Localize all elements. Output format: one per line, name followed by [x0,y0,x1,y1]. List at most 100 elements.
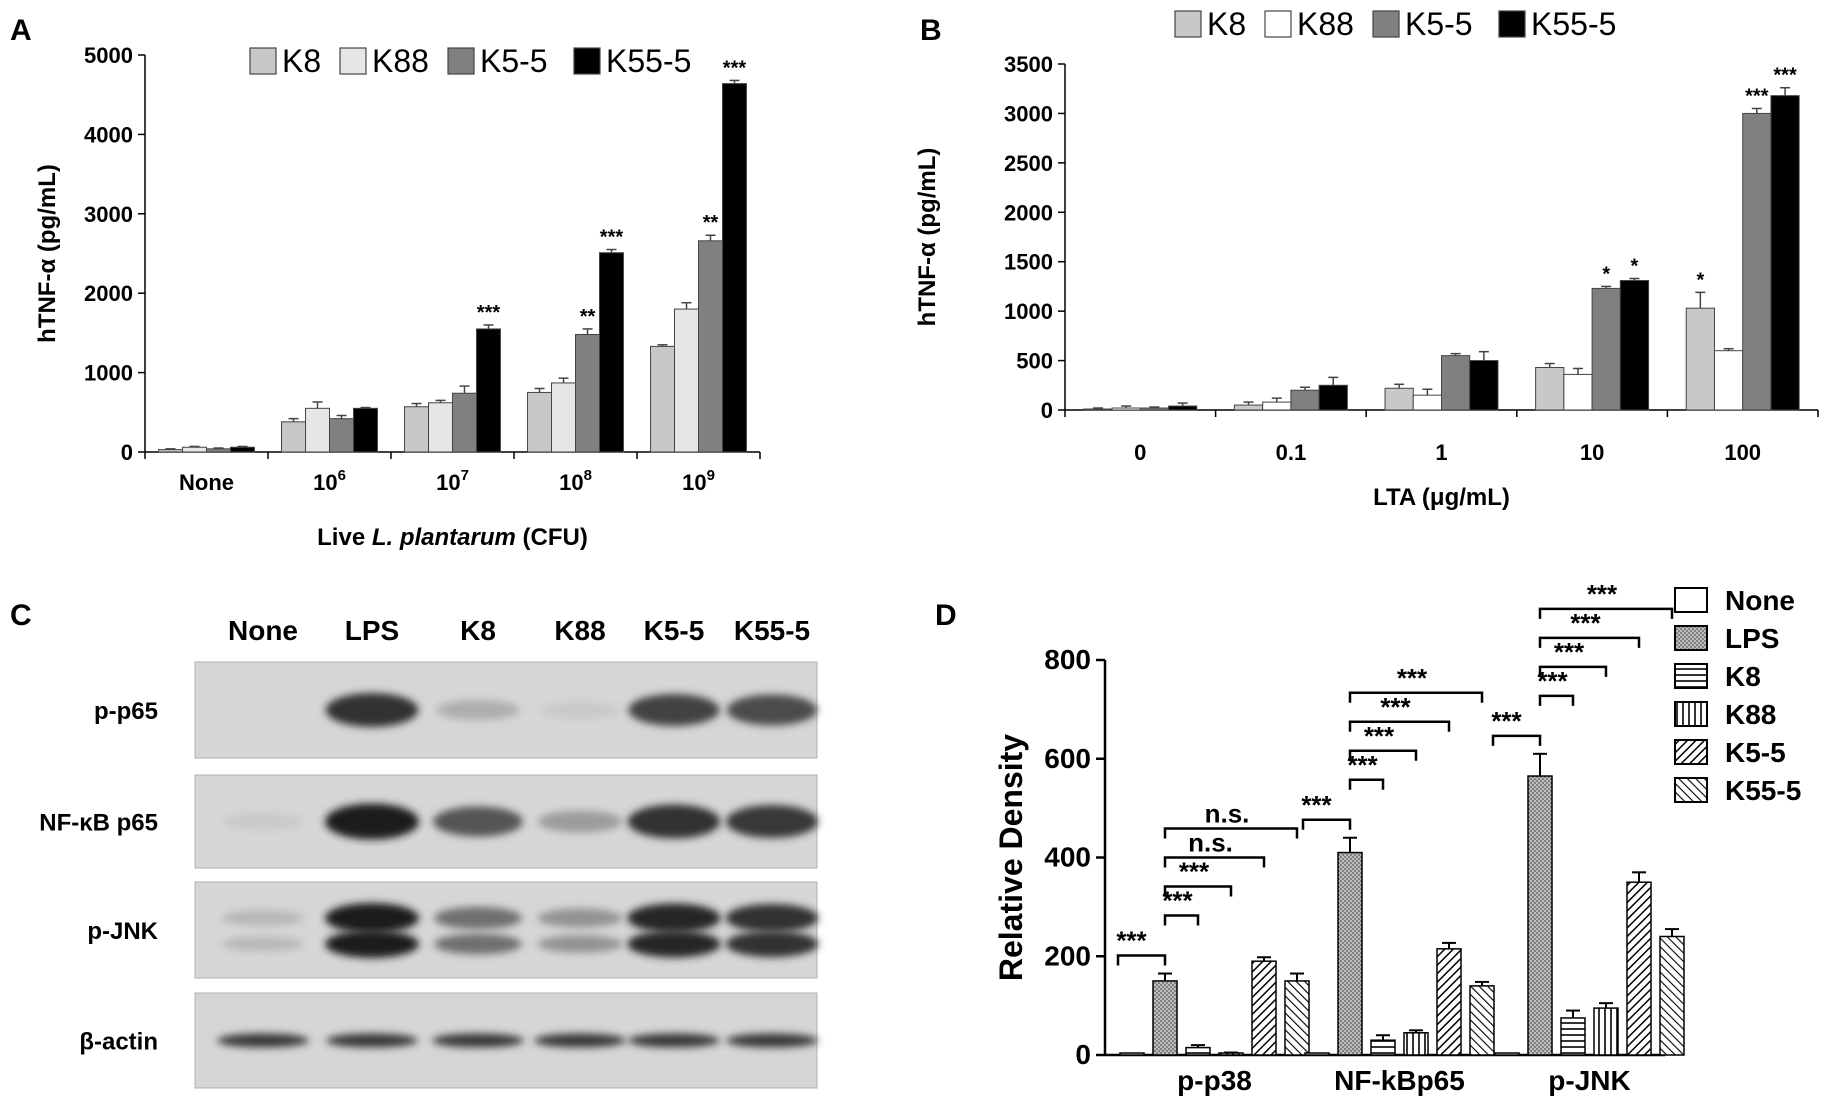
bar [1436,948,1462,1056]
x-tick-label: 10 [1580,440,1604,465]
x-tick-label-base: 10 [313,470,337,495]
y-axis-label: Relative Density [993,734,1029,981]
legend-label: None [1725,585,1795,616]
bar [475,328,501,453]
blot-column-label: K8 [460,615,496,646]
significance-label: *** [1380,692,1411,722]
significance-bracket [1301,818,1352,830]
bar [1626,881,1652,1056]
legend-label: K8 [1207,6,1246,42]
bar [1262,401,1292,411]
blot-band [325,930,419,958]
y-tick-label: 600 [1044,743,1091,774]
blot-band [534,1033,626,1048]
y-tick-label: 0 [121,440,133,465]
bar [1304,1052,1330,1056]
y-tick-label: 3000 [1004,101,1053,126]
x-axis-label: LTA (μg/mL) [1373,484,1510,511]
legend-swatch [1674,777,1708,803]
legend-swatch [1674,663,1708,689]
blot-band [726,805,818,838]
bar [650,345,676,453]
bar [1233,404,1264,411]
bar [1119,1052,1145,1056]
blot-band [628,1033,720,1048]
blot-band [326,1033,418,1048]
bar [575,333,600,453]
x-tick-label: NF-kBp65 [1334,1065,1465,1096]
blot-column-label: None [228,615,298,646]
blot-band [221,910,305,926]
bar [1111,407,1141,411]
bar [329,418,354,453]
bar [206,448,231,453]
bar [428,402,454,453]
significance-label: *** [1301,790,1332,820]
x-tick-label: 0.1 [1276,440,1307,465]
legend-swatch [1674,587,1708,613]
x-tick-label: 1 [1435,440,1447,465]
bar [1713,350,1744,411]
x-tick-label-exponent: 7 [461,467,469,484]
significance-marker: *** [477,302,501,324]
bar [1469,985,1495,1056]
legend-swatch [447,47,475,75]
panel-c-letter: C [10,599,32,632]
bar [1560,1017,1586,1056]
bar [305,407,331,453]
blot-row-label: β-actin [79,1029,158,1056]
bar [674,308,700,453]
panel-a-letter: A [10,14,32,47]
significance-bracket [1538,607,1674,619]
legend-label: K88 [1297,6,1354,42]
bar [1337,851,1363,1056]
blot-band [537,935,623,953]
significance-label: *** [1587,579,1618,609]
blot-band [726,1033,818,1048]
bar [1685,307,1715,411]
significance-label: n.s. [1188,828,1233,858]
legend-label: K88 [1725,699,1776,730]
y-tick-label: 2000 [84,281,133,306]
significance-label: *** [1491,706,1522,736]
significance-bracket [1163,827,1299,839]
bar [1384,387,1414,411]
significance-label: *** [1162,886,1193,916]
blot-band [325,803,419,840]
significance-label: *** [1179,857,1210,887]
legend-swatch [339,47,367,75]
x-tick-label: 107 [436,467,469,495]
y-tick-label: 2500 [1004,151,1053,176]
y-tick-label: 2000 [1004,200,1053,225]
significance-marker: *** [1745,85,1769,107]
legend-swatch [1498,10,1526,38]
panel-d-letter: D [935,599,957,632]
blot-column-label: K55-5 [734,615,810,646]
blot-band [627,930,721,958]
significance-bracket [1538,694,1575,706]
x-tick-label-base: 10 [436,470,460,495]
y-axis-label: hTNF-α (pg/mL) [34,164,61,343]
bar [1403,1032,1429,1056]
bar [281,421,307,453]
x-tick-label-base: None [179,470,234,495]
x-tick-label: 108 [559,467,592,495]
bar [352,407,378,453]
legend-label: K55-5 [1531,6,1616,42]
panel-d-chart: 0 200 400 600 800 Relative Density p-p38 NF-kBp… [993,579,1801,1096]
x-tick-label-base: 10 [559,470,583,495]
bar [1370,1039,1396,1056]
bar [598,252,624,453]
bar [404,406,430,453]
x-tick-label: p-p38 [1177,1065,1252,1096]
significance-bracket [1348,691,1484,703]
blot-band [217,1033,309,1048]
blot-band [537,908,623,928]
significance-label: n.s. [1205,799,1250,829]
significance-label: *** [1537,666,1568,696]
significance-bracket [1348,749,1418,761]
bar [1494,1052,1520,1056]
significance-marker: * [1696,269,1704,291]
blot-band [433,806,523,837]
